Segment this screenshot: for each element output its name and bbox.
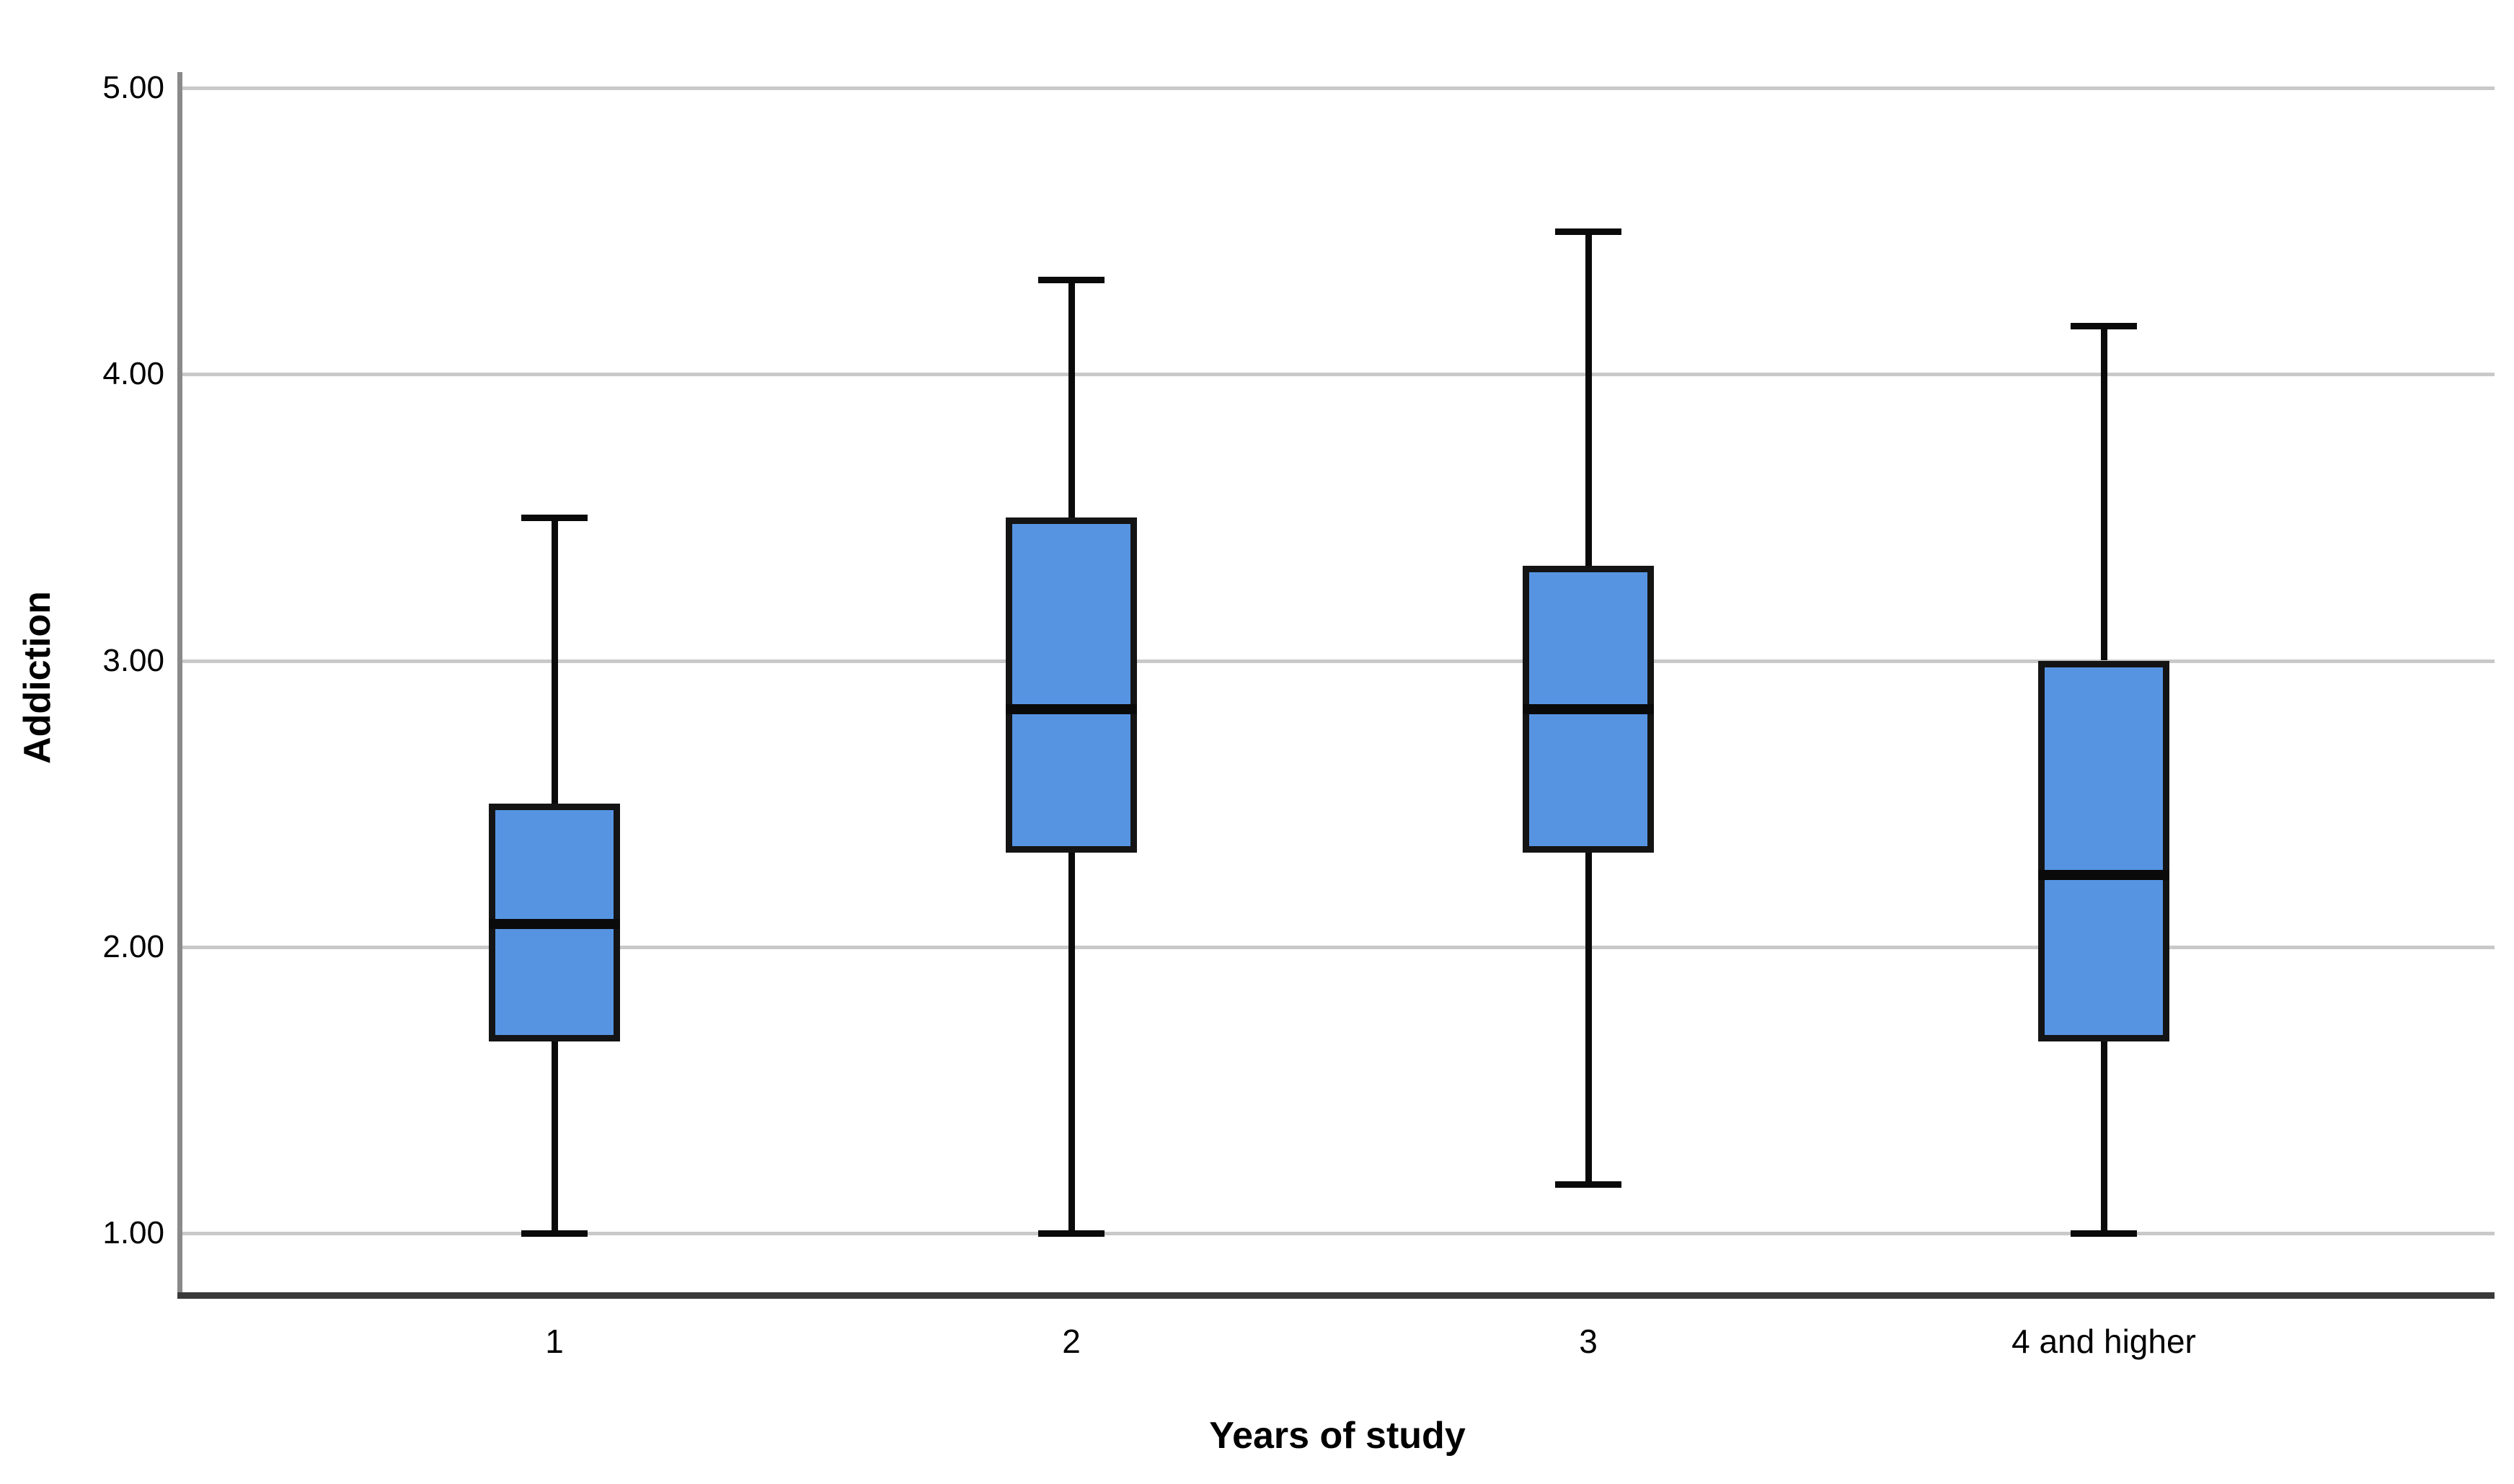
y-axis-title: Addiction	[17, 591, 58, 764]
y-tick-label: 1.00	[102, 1215, 164, 1250]
y-tick-label: 5.00	[102, 70, 164, 105]
boxplot-box	[2038, 660, 2169, 1041]
y-tick-label: 2.00	[102, 928, 164, 964]
whisker-cap-upper	[1038, 277, 1105, 284]
median-line	[1006, 704, 1137, 715]
median-line	[1523, 704, 1654, 715]
x-category-label: 3	[1579, 1323, 1598, 1360]
whisker-cap-lower	[1038, 1230, 1105, 1237]
whisker-stem-lower	[1585, 852, 1592, 1185]
x-category-label: 1	[545, 1323, 564, 1360]
gridline	[180, 1232, 2495, 1235]
whisker-cap-lower	[1555, 1181, 1621, 1188]
whisker-cap-upper	[2071, 322, 2137, 329]
boxplot-box	[1006, 517, 1137, 853]
x-category-label: 4 and higher	[2011, 1323, 2196, 1360]
whisker-cap-lower	[2071, 1230, 2137, 1237]
whisker-cap-upper	[521, 514, 588, 521]
whisker-stem-upper	[1585, 231, 1592, 567]
whisker-cap-lower	[521, 1230, 588, 1237]
whisker-stem-upper	[552, 517, 558, 804]
whisker-cap-upper	[1555, 228, 1621, 235]
x-axis-line	[177, 1292, 2495, 1299]
y-tick-label: 4.00	[102, 356, 164, 392]
x-axis-title: Years of study	[1209, 1415, 1466, 1457]
median-line	[2038, 870, 2169, 881]
gridline	[180, 373, 2495, 377]
gridline	[180, 659, 2495, 663]
whisker-stem-upper	[1068, 280, 1075, 517]
whisker-stem-lower	[2101, 1041, 2107, 1233]
y-tick-label: 3.00	[102, 642, 164, 678]
y-axis-line	[177, 72, 182, 1295]
x-category-label: 2	[1062, 1323, 1081, 1360]
gridline	[180, 86, 2495, 90]
whisker-stem-lower	[552, 1041, 558, 1233]
whisker-stem-lower	[1068, 852, 1075, 1233]
gridline	[180, 945, 2495, 949]
whisker-stem-upper	[2101, 325, 2107, 661]
median-line	[489, 918, 620, 929]
